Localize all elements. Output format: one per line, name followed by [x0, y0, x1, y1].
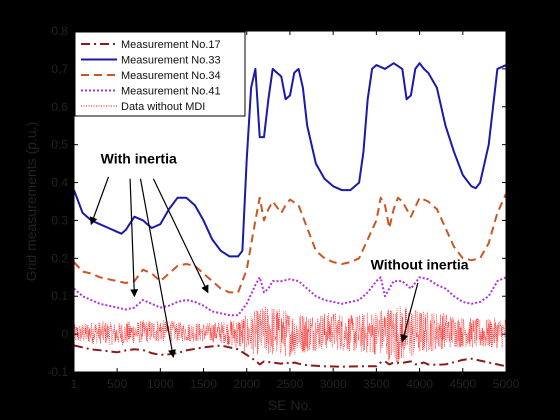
x-tick-label: 1000: [147, 377, 174, 391]
legend-items: Measurement No.17 Measurement No.33 Measur…: [81, 39, 221, 113]
y-tick-label: 0.6: [51, 100, 68, 114]
x-tick-label: 3500: [363, 377, 390, 391]
y-tick-label: 0.4: [51, 176, 68, 190]
x-tick-label: 4500: [449, 377, 476, 391]
x-tick-label: 500: [107, 377, 127, 391]
series-line-4: [74, 276, 506, 317]
legend-box: [74, 31, 246, 117]
annotation-arrow: [152, 178, 209, 294]
y-tick-label: 0.8: [51, 24, 68, 38]
series-line-2: [74, 62, 506, 258]
annotation-arrow: [89, 176, 110, 226]
y-tick-label: 0.5: [51, 138, 68, 152]
x-tick-label: 1500: [190, 377, 217, 391]
y-tick-label: 0.7: [51, 62, 68, 76]
series-line-5: [74, 306, 506, 365]
annotation-without-inertia: Without inertia: [371, 257, 469, 273]
legend-label: Measurement No.33: [121, 55, 221, 67]
y-tick-label: -0.1: [47, 365, 68, 379]
legend-label: Measurement No.41: [121, 86, 221, 98]
annotation-arrow: [129, 178, 139, 298]
series-layer: [74, 62, 506, 368]
legend: Measurement No.17 Measurement No.33 Measur…: [74, 31, 246, 117]
x-tick-label: 4000: [406, 377, 433, 391]
x-tick-label: 5000: [493, 377, 520, 391]
x-tick-labels: 1 500 1000 1500 2000 2500 3000 3500 4000 4500 5000: [71, 377, 520, 391]
legend-label: Data without MDI: [121, 101, 205, 113]
annotation-arrow: [400, 282, 419, 343]
series-line-3: [74, 193, 506, 294]
y-tick-label: 0: [61, 327, 68, 341]
x-tick-label: 2000: [233, 377, 260, 391]
y-tick-labels: -0.1 0 0.1 0.2 0.3 0.4 0.5 0.6 0.7 0.8: [47, 24, 68, 379]
y-axis-label: Grid measurements (p.u.): [23, 122, 39, 282]
annotation-with-inertia: With inertia: [101, 151, 177, 167]
annotation-arrow: [139, 178, 176, 358]
legend-label: Measurement No.34: [121, 70, 221, 82]
series-line-1: [74, 344, 506, 368]
y-tick-label: 0.3: [51, 213, 68, 227]
x-tick-label: 1: [71, 377, 78, 391]
legend-label: Measurement No.17: [121, 39, 221, 51]
y-tick-label: 0.1: [51, 289, 68, 303]
x-tick-label: 2500: [277, 377, 304, 391]
annotations-layer: With inertia Without inertia: [89, 151, 469, 358]
x-tick-label: 3000: [320, 377, 347, 391]
x-axis-label: SE No.: [268, 397, 312, 413]
y-tick-label: 0.2: [51, 251, 68, 265]
